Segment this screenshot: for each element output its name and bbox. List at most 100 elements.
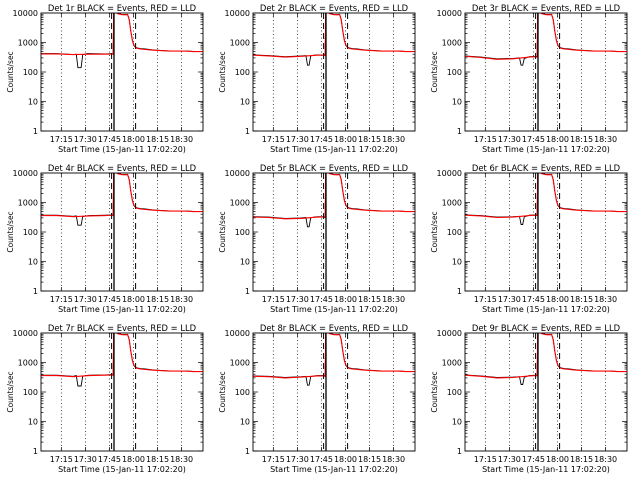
y-axis-label: Counts/sec <box>218 51 227 92</box>
y-tick-label: 100 <box>23 228 38 237</box>
y-tick-label: 1000 <box>230 199 250 208</box>
y-tick-label: 10 <box>240 418 250 427</box>
y-tick-label: 1 <box>457 127 462 136</box>
series-line-lld <box>41 333 203 378</box>
x-tick-label: 17:45 <box>98 295 121 304</box>
y-tick-label: 10000 <box>437 9 462 18</box>
chart-title: Det 2r BLACK = Events, RED = LLD <box>260 3 408 13</box>
x-tick-label: 18:15 <box>358 135 381 144</box>
plot-frame <box>464 172 628 292</box>
x-axis-label: Start Time (15-Jan-11 17:02:20) <box>482 465 610 474</box>
x-tick-label: 17:45 <box>98 135 121 144</box>
x-tick-label: 18:15 <box>570 295 593 304</box>
x-tick-label: 18:00 <box>334 295 357 304</box>
x-axis-label: Start Time (15-Jan-11 17:02:20) <box>270 305 398 314</box>
y-tick-label: 1000 <box>442 359 462 368</box>
y-tick-label: 100 <box>447 228 462 237</box>
chart-panel-2: Det 2r BLACK = Events, RED = LLD 1 10 100 10… <box>218 3 416 154</box>
y-axis-label: Counts/sec <box>430 51 439 92</box>
chart-panel-6: Det 6r BLACK = Events, RED = LLD 1 10 100 10… <box>430 163 628 314</box>
chart-panel-3: Det 3r BLACK = Events, RED = LLD 1 10 100 10… <box>430 3 628 154</box>
x-axis-label: Start Time (15-Jan-11 17:02:20) <box>58 305 186 314</box>
x-tick-label: 18:00 <box>546 455 569 464</box>
x-tick-label: 17:45 <box>310 135 333 144</box>
x-tick-label: 17:30 <box>498 135 521 144</box>
y-tick-label: 100 <box>447 388 462 397</box>
y-tick-label: 1000 <box>18 359 38 368</box>
y-tick-label: 10000 <box>225 9 250 18</box>
y-tick-label: 10000 <box>13 169 38 178</box>
x-tick-label: 17:15 <box>262 295 285 304</box>
y-tick-label: 10000 <box>13 329 38 338</box>
y-tick-label: 1000 <box>230 359 250 368</box>
x-tick-label: 17:45 <box>522 295 545 304</box>
x-axis-label: Start Time (15-Jan-11 17:02:20) <box>482 305 610 314</box>
x-tick-label: 17:30 <box>498 455 521 464</box>
x-tick-label: 17:30 <box>498 295 521 304</box>
chart-title: Det 3r BLACK = Events, RED = LLD <box>472 3 620 13</box>
y-axis-label: Counts/sec <box>6 371 15 412</box>
y-tick-label: 1000 <box>230 39 250 48</box>
chart-panel-4: Det 4r BLACK = Events, RED = LLD 1 10 100 10… <box>6 163 204 314</box>
y-tick-label: 100 <box>235 228 250 237</box>
y-tick-label: 1 <box>33 447 38 456</box>
x-axis-label: Start Time (15-Jan-11 17:02:20) <box>482 145 610 154</box>
y-tick-label: 1 <box>245 127 250 136</box>
series-line-events <box>465 333 627 385</box>
chart-title: Det 7r BLACK = Events, RED = LLD <box>48 323 196 333</box>
chart-title: Det 8r BLACK = Events, RED = LLD <box>260 323 408 333</box>
y-tick-label: 1 <box>33 287 38 296</box>
x-tick-label: 17:30 <box>286 135 309 144</box>
y-tick-label: 10000 <box>437 329 462 338</box>
y-tick-label: 1 <box>457 447 462 456</box>
plot-frame <box>252 332 416 452</box>
y-axis-label: Counts/sec <box>6 211 15 252</box>
y-tick-label: 10 <box>28 258 38 267</box>
series-line-lld <box>465 13 627 60</box>
series-line-events <box>41 173 203 226</box>
x-tick-label: 17:15 <box>50 295 73 304</box>
x-tick-label: 18:15 <box>146 455 169 464</box>
y-tick-label: 100 <box>447 68 462 77</box>
y-tick-label: 1 <box>33 127 38 136</box>
x-tick-label: 18:00 <box>122 135 145 144</box>
x-tick-label: 18:15 <box>146 135 169 144</box>
x-tick-label: 18:30 <box>594 455 617 464</box>
x-tick-label: 17:15 <box>474 295 497 304</box>
x-tick-label: 17:30 <box>74 135 97 144</box>
y-axis-label: Counts/sec <box>218 211 227 252</box>
x-tick-label: 17:30 <box>286 295 309 304</box>
x-tick-label: 17:45 <box>522 135 545 144</box>
chart-panel-8: Det 8r BLACK = Events, RED = LLD 1 10 100 10… <box>218 323 416 474</box>
x-axis-label: Start Time (15-Jan-11 17:02:20) <box>58 145 186 154</box>
y-axis-label: Counts/sec <box>430 211 439 252</box>
chart-panel-1: Det 1r BLACK = Events, RED = LLD 1 10 100 10… <box>6 3 204 154</box>
x-tick-label: 18:30 <box>170 455 193 464</box>
series-line-lld <box>253 13 415 58</box>
series-line-events <box>253 13 415 66</box>
x-tick-label: 18:30 <box>382 135 405 144</box>
y-tick-label: 10 <box>240 258 250 267</box>
plot-frame <box>464 12 628 132</box>
x-axis-label: Start Time (15-Jan-11 17:02:20) <box>270 465 398 474</box>
chart-title: Det 6r BLACK = Events, RED = LLD <box>472 163 620 173</box>
chart-panel-5: Det 5r BLACK = Events, RED = LLD 1 10 100 10… <box>218 163 416 314</box>
chart-title: Det 5r BLACK = Events, RED = LLD <box>260 163 408 173</box>
x-tick-label: 18:00 <box>546 135 569 144</box>
y-tick-label: 100 <box>23 388 38 397</box>
y-tick-label: 100 <box>235 68 250 77</box>
y-tick-label: 1000 <box>442 199 462 208</box>
y-tick-label: 10 <box>452 258 462 267</box>
x-tick-label: 17:15 <box>474 455 497 464</box>
x-tick-label: 17:45 <box>310 295 333 304</box>
y-tick-label: 1 <box>245 287 250 296</box>
series-line-events <box>41 333 203 387</box>
y-axis-label: Counts/sec <box>218 371 227 412</box>
y-tick-label: 1000 <box>18 39 38 48</box>
x-tick-label: 18:00 <box>334 455 357 464</box>
x-tick-label: 18:00 <box>122 455 145 464</box>
x-tick-label: 17:15 <box>262 135 285 144</box>
x-tick-label: 17:15 <box>50 455 73 464</box>
plot-frame <box>40 12 204 132</box>
